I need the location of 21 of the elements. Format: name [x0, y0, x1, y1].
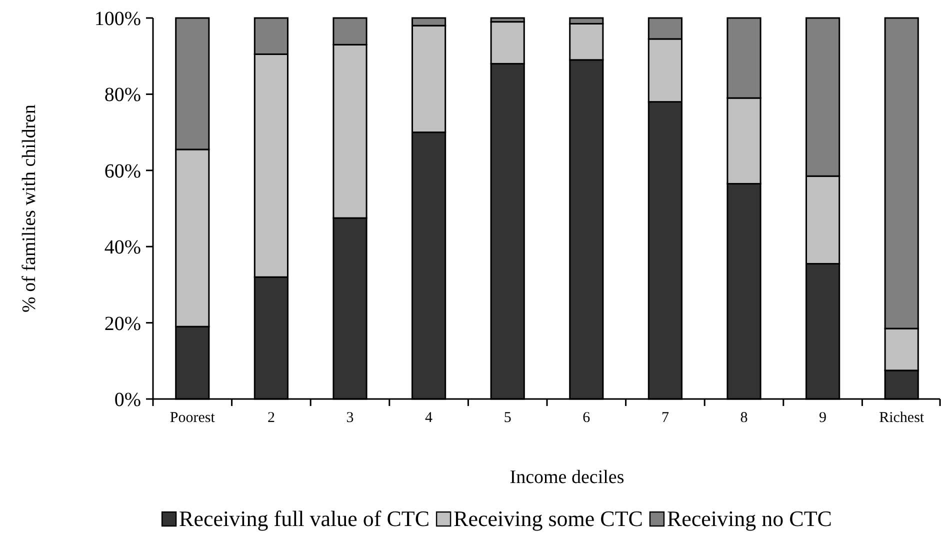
x-tick-label: Poorest — [170, 410, 216, 426]
y-tick-label: 0% — [114, 389, 141, 411]
x-tick-label: 5 — [504, 410, 512, 426]
x-tick-label: 8 — [740, 410, 748, 426]
y-axis-title: % of families with children — [19, 104, 40, 312]
x-tick-label: 9 — [819, 410, 827, 426]
legend-label: Receiving no CTC — [666, 506, 832, 531]
x-tick-label: Richest — [879, 410, 925, 426]
y-tick-label: 60% — [104, 160, 141, 182]
x-tick-label: 2 — [267, 410, 275, 426]
x-axis-title: Income deciles — [510, 467, 624, 488]
x-tick-label: 4 — [425, 410, 434, 426]
y-tick-label: 20% — [104, 312, 141, 335]
y-tick-label: 100% — [94, 8, 141, 30]
x-tick-label: 7 — [661, 410, 670, 426]
y-tick-label: 80% — [104, 84, 141, 106]
x-tick-label: 3 — [346, 410, 354, 426]
legend-label: Receiving full value of CTC — [179, 506, 430, 531]
y-tick-label: 40% — [104, 236, 141, 259]
x-tick-label: 6 — [582, 410, 591, 426]
legend-label: Receiving some CTC — [454, 506, 643, 531]
